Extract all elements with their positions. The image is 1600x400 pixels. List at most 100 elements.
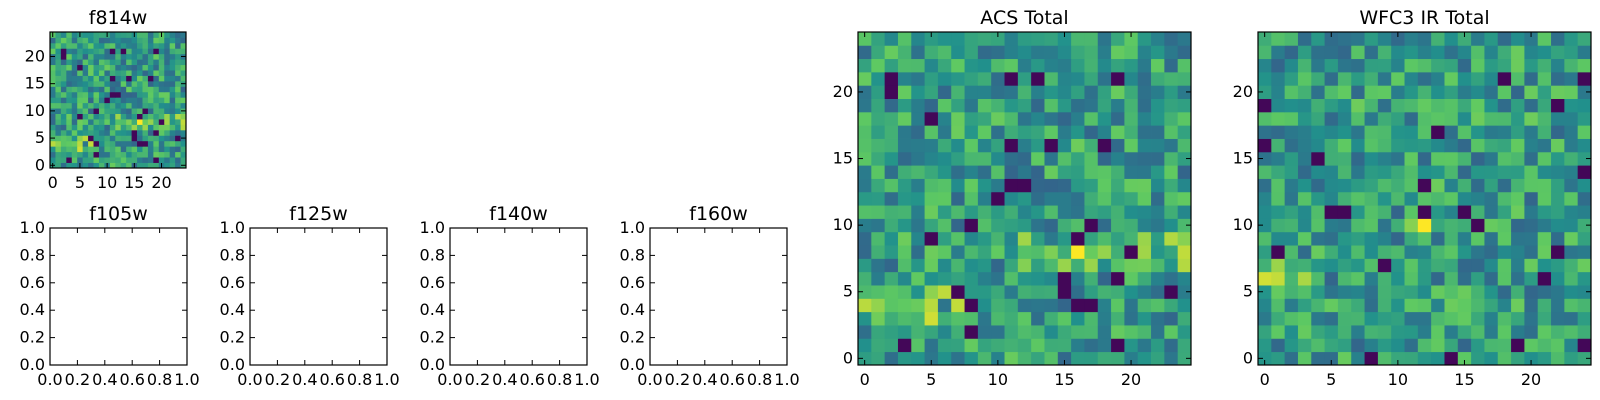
heatmap-cell [1177,285,1192,299]
heatmap-cell [55,119,62,125]
heatmap-cell [1097,311,1112,326]
heatmap-cell [1351,45,1365,60]
heatmap-cell [60,135,67,142]
heatmap-cell [1324,85,1339,99]
heatmap-cell [1377,32,1392,46]
heatmap-cell [1284,85,1299,99]
heatmap-cell [169,157,176,163]
heatmap-cell [60,140,67,147]
heatmap-cell [126,129,132,136]
heatmap-cell [1164,245,1179,259]
heatmap-cell [60,64,67,71]
heatmap-cell [1297,138,1312,153]
heatmap-cell [55,113,62,120]
heatmap-cell [1111,71,1125,86]
heatmap-cell [142,157,149,163]
heatmap-cell [1311,138,1325,153]
heatmap-cell [1258,338,1272,353]
y-tick-label: 15 [833,149,853,168]
heatmap-cell [1258,71,1272,86]
heatmap-cell [147,162,154,169]
heatmap-cell [131,135,138,142]
heatmap-cell [164,75,171,82]
heatmap-cell [1457,85,1472,99]
heatmap-cell [1351,32,1365,46]
heatmap-cell [964,218,979,233]
heatmap-cell [1017,325,1032,339]
heatmap-cell [1031,32,1045,46]
heatmap-cell [1511,285,1525,299]
heatmap-cell [858,245,872,259]
heatmap-cell [50,91,56,98]
heatmap-cell [1071,351,1085,366]
heatmap-cell [1031,325,1045,339]
heatmap-cell [1151,298,1165,313]
heatmap-cell [1137,205,1152,219]
heatmap-cell [964,138,979,153]
heatmap-cell [153,157,160,163]
heatmap-cell [147,102,154,109]
heatmap-cell [1044,191,1059,206]
heatmap-cell [55,64,62,71]
heatmap-cell [153,97,160,104]
heatmap-cell [50,151,56,158]
heatmap-cell [115,80,122,87]
heatmap-cell [1497,151,1512,166]
heatmap-cell [1324,338,1339,353]
heatmap-cell [1057,85,1072,99]
heatmap-cell [153,124,160,131]
x-tick-label: 0 [48,173,58,192]
heatmap-cell [82,64,89,71]
heatmap-cell [169,124,176,131]
heatmap-cell [991,151,1005,166]
heatmap-cell [1377,298,1392,313]
heatmap-cell [1404,191,1419,206]
heatmap-cell [109,37,116,44]
heatmap-cell [1164,138,1179,153]
heatmap-cell [924,85,939,99]
heatmap-cell [82,75,89,82]
heatmap-cell [1511,245,1525,259]
heatmap-cell [1284,205,1299,219]
heatmap-cell [137,162,143,169]
heatmap-cell [1577,245,1592,259]
heatmap-cell [175,162,181,169]
heatmap-cell [884,258,899,273]
heatmap-cell [180,86,187,93]
heatmap-cell [93,75,100,82]
heatmap-cell [1471,45,1485,60]
heatmap-cell [1057,285,1072,299]
heatmap-cell [82,140,89,147]
heatmap-cell [1271,71,1286,86]
heatmap-cell [871,245,886,259]
heatmap-cell [977,85,992,99]
heatmap-cell [1324,111,1339,126]
heatmap-cell [1111,111,1125,126]
heatmap-cell [1017,205,1032,219]
heatmap-cell [137,53,143,60]
heatmap-cell [142,151,149,158]
heatmap-cell [1137,271,1152,286]
heatmap-cell [1111,338,1125,353]
heatmap-cell [977,258,992,273]
heatmap-cell [93,129,100,136]
heatmap-cell [98,75,105,82]
heatmap-cell [1471,245,1485,259]
heatmap-cell [1364,178,1379,193]
heatmap-cell [924,311,939,326]
heatmap-cell [1071,58,1085,73]
heatmap-cell [60,32,67,38]
heatmap-cell [131,140,138,147]
heatmap-cell [1164,165,1179,179]
heatmap-cell [137,146,143,153]
heatmap-cell [137,113,143,120]
heatmap-cell [1564,45,1579,60]
heatmap-cell [1471,58,1485,73]
heatmap-cell [1057,245,1072,259]
heatmap-cell [142,64,149,71]
heatmap-cell [1084,71,1099,86]
heatmap-cell [924,111,939,126]
heatmap-cell [1484,138,1499,153]
x-tick-label: 15 [1454,370,1474,389]
